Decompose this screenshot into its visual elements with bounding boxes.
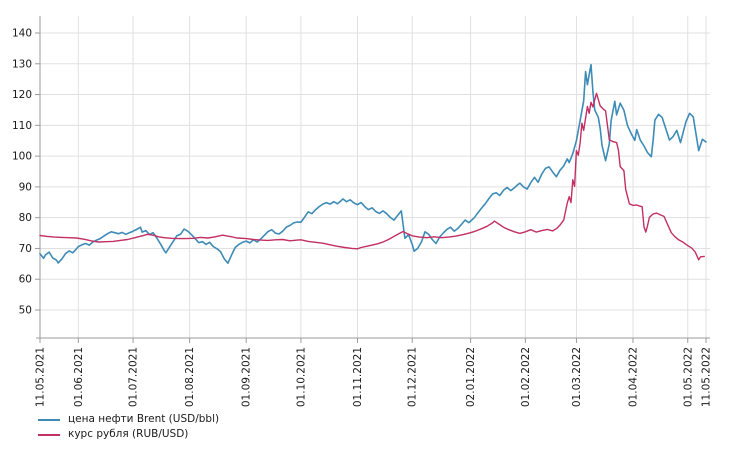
y-tick-label: 50 bbox=[19, 305, 32, 317]
x-tick-label: 01.03.2022 bbox=[571, 347, 583, 407]
x-tick-label: 01.08.2021 bbox=[184, 347, 196, 407]
rub-series-line bbox=[39, 92, 705, 261]
y-tick-label: 110 bbox=[12, 120, 32, 132]
y-tick-label: 80 bbox=[19, 212, 32, 224]
x-tick-label: 01.05.2022 bbox=[682, 347, 694, 407]
legend-label-rub: курс рубля (RUB/USD) bbox=[68, 428, 189, 440]
x-tick-label: 01.12.2021 bbox=[407, 347, 419, 407]
y-tick-label: 70 bbox=[19, 243, 32, 255]
legend-item-rub: курс рубля (RUB/USD) bbox=[38, 427, 219, 442]
x-tick-label: 11.05.2022 bbox=[701, 347, 713, 407]
y-tick-label: 130 bbox=[12, 58, 32, 70]
x-tick-label: 01.10.2021 bbox=[295, 347, 307, 407]
x-tick-label: 11.05.2021 bbox=[35, 347, 47, 407]
y-tick-label: 60 bbox=[19, 274, 32, 286]
x-tick-label: 02.01.2022 bbox=[465, 347, 477, 407]
x-tick-label: 01.09.2021 bbox=[241, 347, 253, 407]
line-chart: 50 60 70 80 90 100 110 120 130 140 11.05.2021 01.06… bbox=[12, 16, 713, 407]
y-tick-label: 140 bbox=[12, 28, 32, 40]
x-tick-label: 01.04.2022 bbox=[628, 347, 640, 407]
x-tick-label: 01.11.2021 bbox=[352, 347, 364, 407]
x-tick-label: 01.02.2022 bbox=[520, 347, 532, 407]
legend-item-brent: цена нефти Brent (USD/bbl) bbox=[38, 412, 219, 427]
x-tick-label: 01.06.2021 bbox=[73, 347, 85, 407]
y-tick-label: 100 bbox=[12, 151, 32, 163]
brent-line-swatch bbox=[38, 418, 60, 421]
y-tick-label: 120 bbox=[12, 89, 32, 101]
legend-label-brent: цена нефти Brent (USD/bbl) bbox=[68, 413, 220, 425]
rub-line-swatch bbox=[38, 433, 60, 436]
y-tick-label: 90 bbox=[19, 181, 32, 193]
x-tick-label: 01.07.2021 bbox=[128, 347, 140, 407]
chart-legend: цена нефти Brent (USD/bbl) курс рубля (R… bbox=[38, 412, 219, 442]
